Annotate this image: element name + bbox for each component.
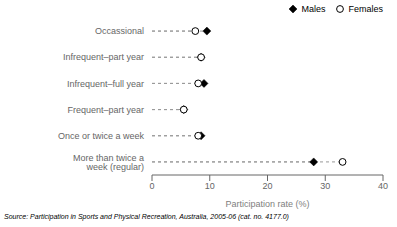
svg-text:30: 30 <box>320 181 330 191</box>
svg-text:Once or twice a week: Once or twice a week <box>58 131 145 141</box>
html-text:Females: Females <box>348 4 383 14</box>
svg-text:40: 40 <box>378 181 388 191</box>
svg-text:Infrequent–full year: Infrequent–full year <box>67 79 144 89</box>
svg-text:More than twice aweek (regular: More than twice aweek (regular) <box>73 153 144 172</box>
svg-text:10: 10 <box>205 181 215 191</box>
svg-text:Occassional: Occassional <box>95 26 144 36</box>
svg-text:Infrequent–part year: Infrequent–part year <box>63 52 144 62</box>
svg-text:Participation rate (%): Participation rate (%) <box>225 199 309 209</box>
html-text:Males: Males <box>301 4 326 14</box>
svg-text:Frequent–part year: Frequent–part year <box>67 105 144 115</box>
html-text:Source: Participation in Sport: Source: Participation in Sports and Phys… <box>4 213 289 220</box>
svg-text:20: 20 <box>262 181 272 191</box>
svg-text:0: 0 <box>149 181 154 191</box>
